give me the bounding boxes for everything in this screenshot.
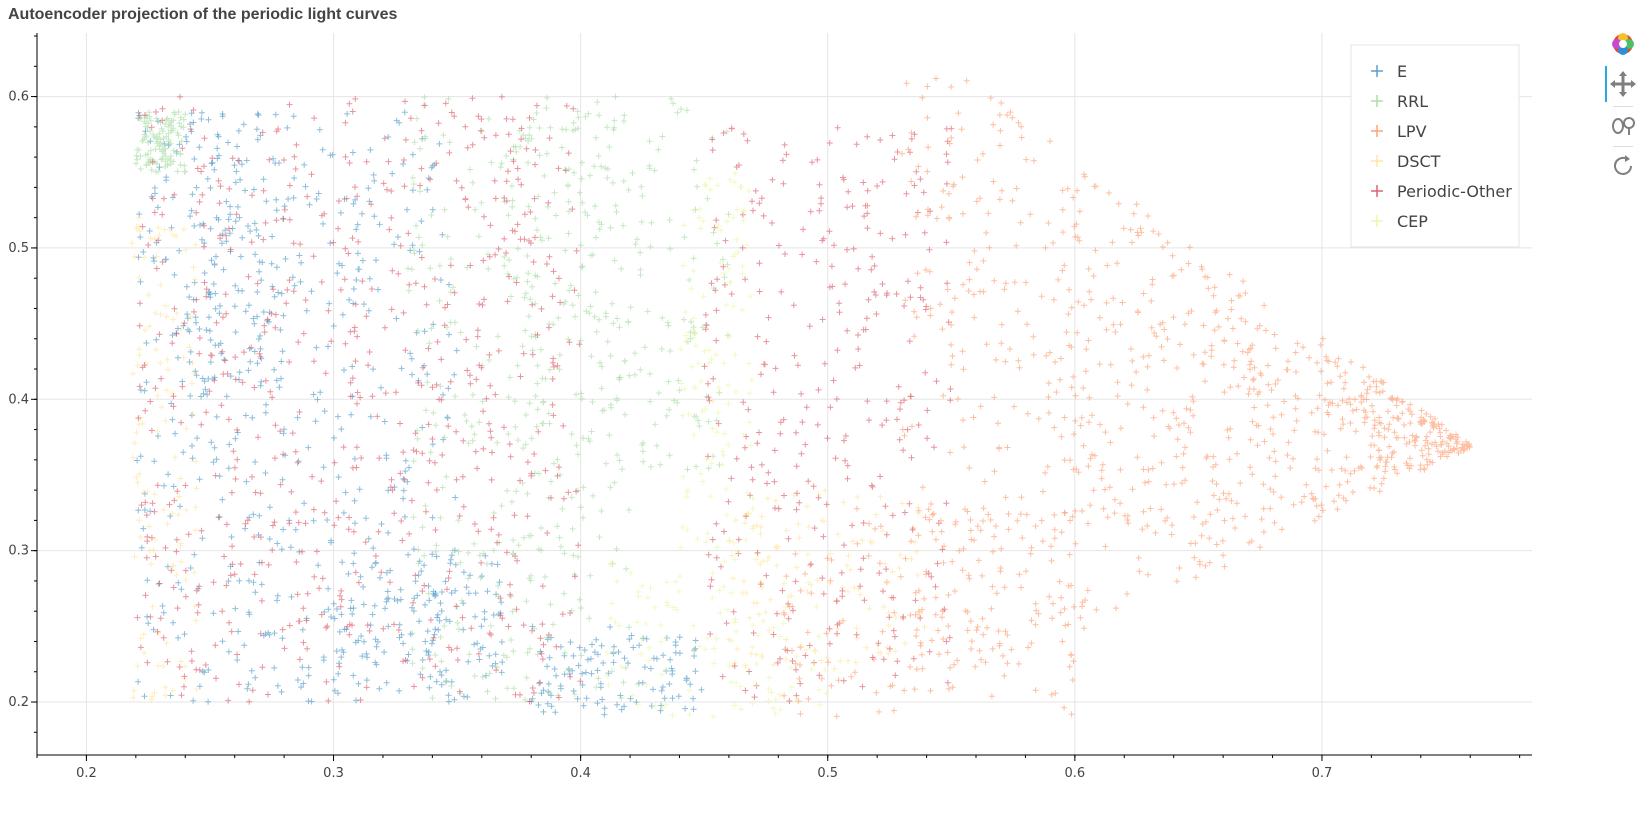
series-lpv-points (780, 75, 1473, 720)
legend-label: DSCT (1397, 152, 1441, 171)
data-points (129, 75, 1473, 720)
toolbar (1605, 30, 1639, 210)
y-tick-label: 0.5 (8, 241, 29, 256)
x-tick-label: 0.6 (1065, 766, 1086, 781)
series-e-points (134, 109, 705, 718)
legend-marker (1371, 185, 1383, 197)
toolbar-divider (1613, 146, 1633, 147)
y-tick-label: 0.3 (8, 544, 29, 559)
legend-box (1350, 44, 1520, 248)
legend-label: E (1397, 62, 1407, 81)
legend-marker (1371, 155, 1383, 167)
series-e-region (134, 109, 460, 705)
series-rrl-region (405, 94, 633, 703)
pan-icon[interactable] (1609, 70, 1637, 98)
axes: 0.2 0.3 0.4 0.5 0.6 0.7 0.2 0.3 0.4 0.5 0.6 (8, 33, 1532, 781)
series-lpv-region (780, 505, 1077, 720)
reset-icon[interactable] (1609, 152, 1637, 180)
legend-marker (1371, 95, 1383, 107)
series-e-region (330, 550, 506, 703)
series-rrl-region (505, 93, 732, 478)
series-periodic-other-region (134, 93, 584, 705)
series-e-region (528, 623, 705, 718)
series-periodic-other-region (701, 124, 955, 704)
legend[interactable]: E RRL LPV DSCT Periodic-Other CEP (1350, 44, 1520, 248)
legend-marker (1371, 65, 1383, 77)
bokeh-logo-icon[interactable] (1609, 30, 1637, 58)
y-tick-label: 0.2 (8, 695, 29, 710)
x-tick-label: 0.2 (76, 766, 97, 781)
legend-item-lpv[interactable]: LPV (1371, 122, 1427, 141)
legend-label: RRL (1397, 92, 1428, 111)
series-rrl-points (133, 93, 732, 703)
scatter-plot[interactable]: 0.2 0.3 0.4 0.5 0.6 0.7 0.2 0.3 0.4 0.5 0.6 E RRL LP… (0, 0, 1600, 818)
grid-lines (37, 33, 1532, 755)
series-cep-region (677, 170, 756, 551)
series-rrl-region (133, 109, 189, 175)
legend-label: CEP (1397, 212, 1428, 231)
wheel-zoom-icon[interactable] (1609, 112, 1637, 140)
x-tick-label: 0.7 (1312, 766, 1333, 781)
series-lpv-region (899, 75, 1473, 693)
x-tick-label: 0.5 (817, 766, 838, 781)
legend-item-e[interactable]: E (1371, 62, 1407, 81)
legend-item-periodic-other[interactable]: Periodic-Other (1371, 182, 1512, 201)
x-tick-label: 0.3 (323, 766, 344, 781)
legend-item-rrl[interactable]: RRL (1371, 92, 1428, 111)
legend-item-cep[interactable]: CEP (1371, 212, 1428, 231)
series-cep-points (604, 170, 830, 720)
y-tick-label: 0.6 (8, 90, 29, 105)
legend-item-dsct[interactable]: DSCT (1371, 152, 1441, 171)
legend-label: LPV (1397, 122, 1427, 141)
legend-marker (1371, 125, 1383, 137)
legend-marker (1371, 215, 1383, 227)
legend-label: Periodic-Other (1397, 182, 1512, 201)
y-tick-label: 0.4 (8, 392, 29, 407)
x-tick-label: 0.4 (570, 766, 591, 781)
toolbar-divider (1613, 106, 1633, 107)
series-dsct-region (726, 487, 928, 672)
series-periodic-other-points (134, 93, 955, 705)
pan-active-indicator (1605, 66, 1607, 102)
series-dsct-region (129, 214, 200, 703)
chart-title: Autoencoder projection of the periodic l… (8, 6, 398, 23)
series-cep-region (604, 548, 830, 720)
